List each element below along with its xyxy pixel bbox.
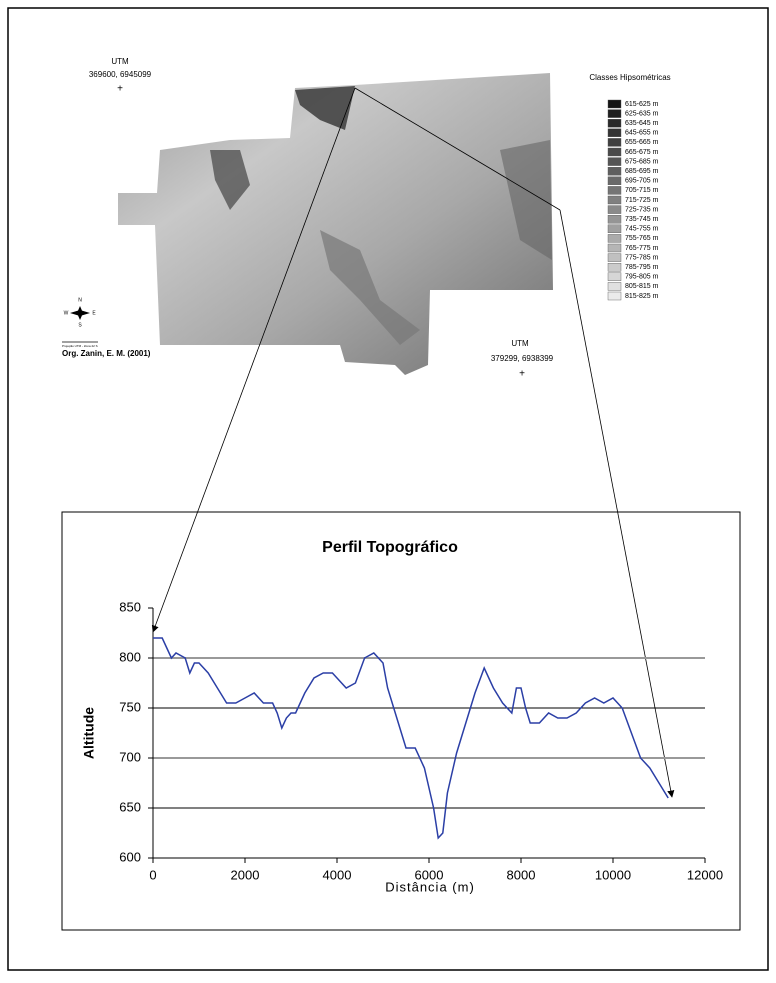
legend-swatch [608,215,621,223]
legend-swatch [608,282,621,290]
x-tick-label: 12000 [687,867,723,882]
legend-swatch [608,148,621,156]
legend-swatch [608,186,621,194]
x-tick-label: 4000 [323,867,352,882]
y-tick-label: 700 [119,749,141,764]
legend-label: 695-705 m [625,178,659,185]
y-tick-label: 650 [119,799,141,814]
legend-swatch [608,263,621,271]
legend-label: 645-655 m [625,130,659,137]
legend-label: 625-635 m [625,110,659,117]
utm-cross: + [117,84,123,95]
utm-label: UTM [111,57,129,66]
y-tick-label: 600 [119,849,141,864]
legend-label: 685-695 m [625,168,659,175]
legend-label: 635-645 m [625,120,659,127]
utm-label: UTM [511,339,529,348]
x-tick-label: 0 [149,867,156,882]
legend-swatch [608,273,621,281]
legend-label: 765-775 m [625,245,659,252]
legend-label: 785-795 m [625,264,659,271]
legend-swatch [608,158,621,166]
y-tick-label: 850 [119,599,141,614]
utm-coords: 379299, 6938399 [491,354,554,363]
legend-swatch [608,234,621,242]
x-tick-label: 6000 [415,867,444,882]
legend-swatch [608,196,621,204]
legend-swatch [608,254,621,262]
compass-w: W [64,310,69,316]
legend-label: 715-725 m [625,197,659,204]
legend-swatch [608,167,621,175]
utm-coords: 369600, 6945099 [89,70,152,79]
legend-swatch [608,292,621,300]
x-tick-label: 10000 [595,867,631,882]
legend-label: 725-735 m [625,206,659,213]
legend-swatch [608,206,621,214]
y-axis-label: Altitude [81,707,97,759]
legend-swatch [608,138,621,146]
projection: Projeção UTM - Zona 22 S [62,344,98,348]
utm-cross: + [519,369,525,380]
x-tick-label: 2000 [231,867,260,882]
legend-label: 665-675 m [625,149,659,156]
legend-label: 705-715 m [625,187,659,194]
legend-title: Classes Hipsométricas [589,73,670,82]
legend-label: 735-745 m [625,216,659,223]
legend-swatch [608,119,621,127]
chart-title: Perfil Topográfico [322,539,458,556]
legend-swatch [608,177,621,185]
legend-swatch [608,100,621,108]
legend-swatch [608,244,621,252]
legend-swatch [608,129,621,137]
legend-label: 815-825 m [625,293,659,300]
legend-label: 615-625 m [625,101,659,108]
compass-n: N [78,297,82,303]
legend-label: 745-755 m [625,226,659,233]
x-tick-label: 8000 [507,867,536,882]
y-tick-label: 750 [119,699,141,714]
page: UTM 369600, 6945099 + UTM 379299, 693839… [0,0,776,978]
credit: Org. Zanin, E. M. (2001) [62,349,151,358]
legend-label: 805-815 m [625,283,659,290]
legend-label: 655-665 m [625,139,659,146]
legend-label: 795-805 m [625,274,659,281]
legend-label: 675-685 m [625,158,659,165]
legend-swatch [608,225,621,233]
legend-label: 755-765 m [625,235,659,242]
legend-swatch [608,110,621,118]
legend-label: 775-785 m [625,254,659,261]
y-tick-label: 800 [119,649,141,664]
